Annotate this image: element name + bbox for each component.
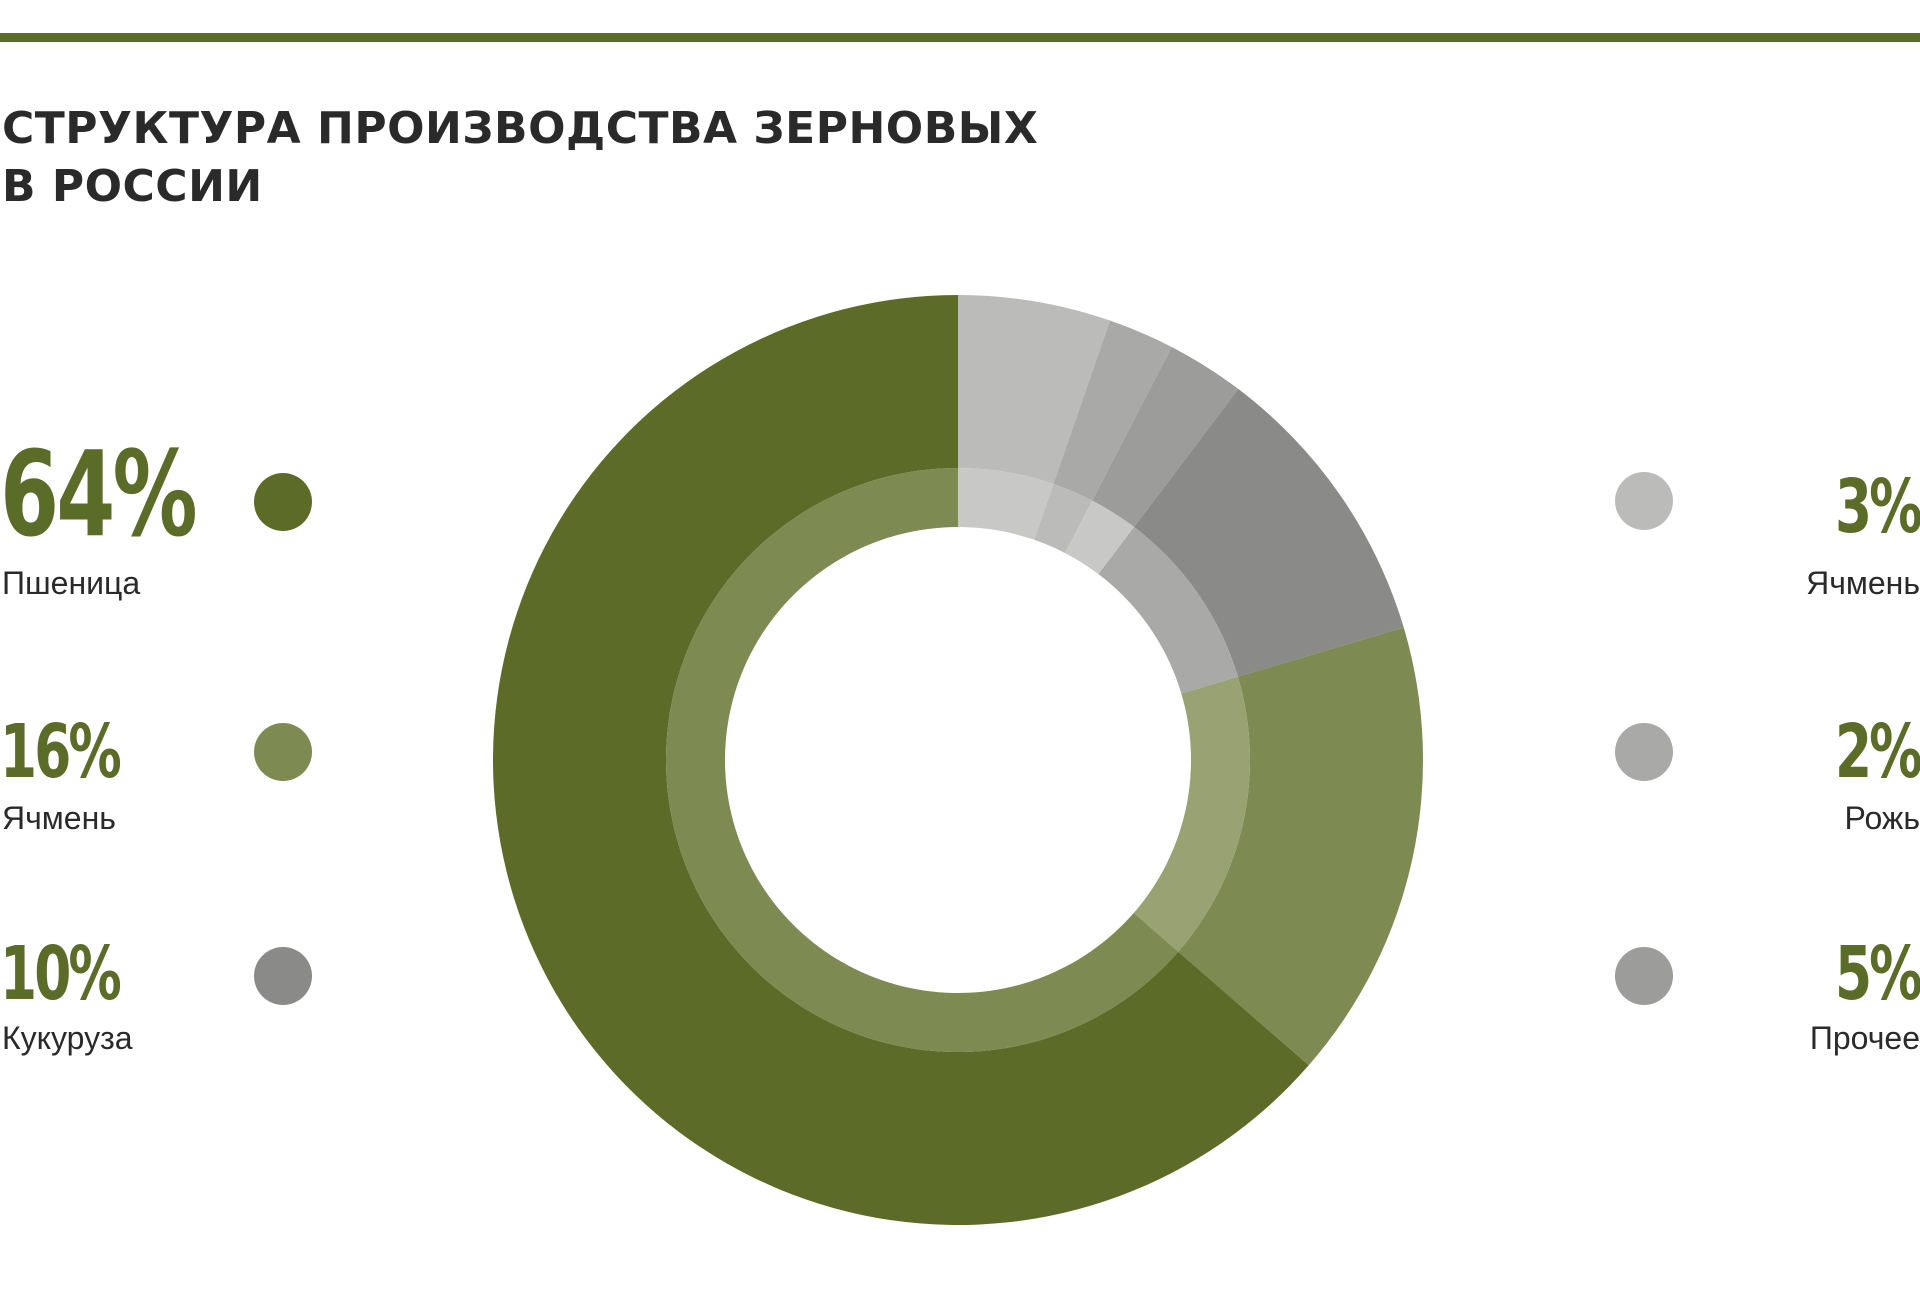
slice-outer-0 xyxy=(958,295,1111,485)
legend-value-barley: 16% xyxy=(0,709,122,795)
top-rule xyxy=(0,33,1920,42)
legend-item-oats: 3% Ячмень xyxy=(1590,464,1920,601)
slice-inner-5 xyxy=(666,468,1179,1052)
legend-label-barley: Ячмень xyxy=(2,800,116,836)
slice-outer-2 xyxy=(1092,347,1239,528)
slice-inner-3 xyxy=(1098,527,1238,694)
legend-label-other: Прочее xyxy=(1809,1020,1920,1056)
legend-value-rye: 2% xyxy=(1835,709,1920,795)
outer-ring xyxy=(493,295,1423,1225)
legend-item-corn: 10% Кукуруза xyxy=(0,937,330,1057)
legend-dot-barley xyxy=(254,723,312,781)
slice-inner-2 xyxy=(1065,500,1135,575)
slice-outer-4 xyxy=(1178,627,1423,1066)
slice-outer-1 xyxy=(1053,320,1172,501)
slice-inner-0 xyxy=(958,468,1054,540)
legend-label-oats: Ячмень xyxy=(1806,565,1920,601)
legend-label-rye: Рожь xyxy=(1844,800,1920,836)
slice-inner-4 xyxy=(1133,676,1250,952)
inner-ring xyxy=(666,468,1250,1052)
chart-title-line-1: СТРУКТУРА ПРОИЗВОДСТВА ЗЕРНОВЫХ xyxy=(2,103,1039,154)
slice-outer-3 xyxy=(1134,389,1404,677)
chart-title: СТРУКТУРА ПРОИЗВОДСТВА ЗЕРНОВЫХ В РОССИИ xyxy=(2,100,1102,216)
legend-label-corn: Кукуруза xyxy=(2,1020,133,1056)
legend-value-oats: 3% xyxy=(1835,464,1920,550)
legend-label-wheat: Пшеница xyxy=(2,565,141,601)
chart-title-line-2: В РОССИИ xyxy=(2,161,263,212)
legend-item-wheat: 64% Пшеница xyxy=(0,435,330,605)
legend-item-other: 5% Прочее xyxy=(1590,937,1920,1057)
legend-dot-other xyxy=(1615,947,1673,1005)
slice-inner-1 xyxy=(1034,484,1093,554)
legend-dot-corn xyxy=(254,947,312,1005)
legend-value-other: 5% xyxy=(1835,931,1920,1017)
slice-outer-5 xyxy=(493,295,1309,1225)
legend-dot-oats xyxy=(1615,472,1673,530)
legend-value-corn: 10% xyxy=(0,931,122,1017)
legend-value-wheat: 64% xyxy=(0,425,198,563)
legend-item-barley: 16% Ячмень xyxy=(0,709,330,836)
legend-item-rye: 2% Рожь xyxy=(1590,709,1920,836)
legend-dot-wheat xyxy=(254,473,312,531)
legend-dot-rye xyxy=(1615,723,1673,781)
